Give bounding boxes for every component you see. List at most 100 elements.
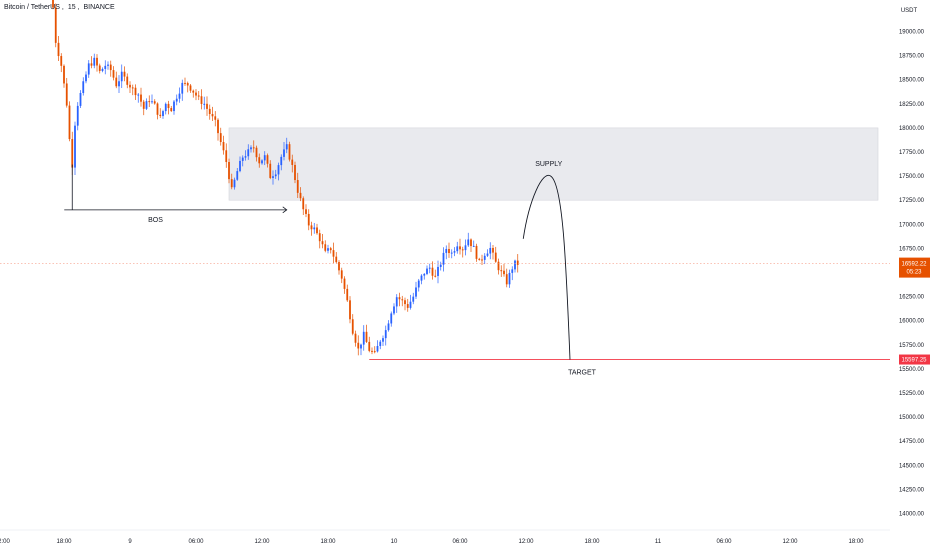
candle-body	[164, 103, 167, 112]
candle-body	[82, 81, 85, 94]
candle-body	[52, 0, 54, 8]
candle-body	[63, 65, 65, 84]
candle-body	[318, 233, 321, 242]
x-tick-label: 06:00	[716, 539, 732, 545]
candle-body	[387, 323, 390, 331]
candle-body	[118, 81, 120, 87]
candle-body	[206, 103, 208, 109]
y-tick-label: 17000.00	[899, 222, 925, 228]
candle-body	[79, 93, 82, 106]
candle-body	[112, 70, 115, 78]
candle-body	[159, 114, 162, 117]
candle-body	[365, 331, 368, 342]
candle-body	[263, 155, 266, 161]
candle-body	[335, 256, 338, 263]
supply-zone[interactable]	[228, 127, 879, 201]
candle-body	[420, 275, 423, 281]
y-tick-label: 19000.00	[899, 30, 925, 36]
symbol-title[interactable]: Bitcoin / TetherUS, 15, BINANCE	[4, 4, 115, 11]
candle-body	[448, 248, 450, 254]
candle-body	[261, 160, 263, 164]
candle-body	[500, 270, 503, 272]
candle-body	[181, 82, 184, 94]
candle-body	[296, 180, 299, 193]
candle-body	[461, 249, 464, 251]
candle-body	[431, 267, 434, 276]
candle-body	[472, 245, 475, 247]
candle-body	[285, 144, 288, 150]
candle-body	[156, 103, 159, 115]
y-tick-label: 17250.00	[899, 198, 925, 204]
candle-body	[489, 247, 492, 254]
y-tick-label: 15250.00	[899, 391, 925, 397]
candle-body	[288, 144, 291, 160]
currency-label: USDT	[901, 8, 918, 14]
candle-body	[189, 85, 192, 91]
candle-body	[324, 244, 327, 251]
candle-body	[283, 149, 285, 157]
x-tick-label: 12:00	[518, 539, 534, 545]
candle-body	[371, 350, 373, 352]
candle-body	[93, 57, 96, 66]
candle-body	[343, 278, 346, 289]
candle-body	[228, 162, 230, 180]
candle-body	[349, 300, 351, 320]
candle-body	[329, 248, 332, 251]
candle-body	[475, 245, 478, 259]
candle-body	[203, 103, 206, 105]
candle-body	[464, 245, 467, 251]
target-label: TARGET	[568, 370, 597, 377]
candle-body	[76, 105, 79, 126]
candle-body	[503, 270, 505, 275]
candle-body	[269, 163, 272, 178]
symbol-interval: 15	[67, 4, 76, 11]
candle-body	[459, 246, 461, 250]
candle-body	[131, 87, 134, 89]
candle-body	[57, 42, 60, 57]
candle-body	[208, 108, 211, 115]
candle-body	[71, 139, 74, 168]
candle-body	[74, 125, 76, 168]
candle-body	[442, 252, 445, 265]
candle-body	[200, 96, 203, 104]
bos-arrow-icon	[282, 206, 288, 214]
candle-body	[148, 101, 151, 103]
candle-body	[302, 198, 305, 210]
candle-body	[299, 192, 302, 199]
candle-body	[428, 267, 431, 269]
candle-body	[211, 114, 214, 117]
candle-body	[266, 155, 269, 164]
candle-body	[483, 255, 486, 260]
candle-body	[305, 209, 307, 214]
candle-body	[195, 92, 197, 96]
candle-body	[184, 82, 186, 84]
candle-body	[142, 101, 145, 109]
candle-body	[272, 176, 274, 178]
candle-body	[453, 251, 456, 253]
candle-body	[60, 56, 63, 66]
projection-curve[interactable]	[522, 174, 571, 360]
candle-body	[351, 319, 354, 334]
candle-body	[486, 253, 489, 256]
candle-body	[450, 252, 453, 254]
candle-body	[470, 239, 472, 247]
candle-body	[258, 157, 261, 164]
candle-body	[390, 313, 393, 324]
y-tick-label: 18250.00	[899, 102, 925, 108]
candle-body	[151, 101, 153, 103]
candle-body	[406, 304, 409, 308]
y-tick-label: 18000.00	[899, 126, 925, 132]
candle-body	[412, 296, 415, 302]
candle-body	[98, 65, 101, 71]
candle-body	[404, 300, 406, 305]
candle-body	[360, 344, 362, 349]
candle-body	[439, 264, 442, 267]
candle-body	[362, 331, 365, 345]
candle-body	[401, 299, 404, 301]
candle-body	[423, 273, 426, 276]
candle-body	[514, 260, 516, 270]
y-tick-label: 18500.00	[899, 78, 925, 84]
candle-body	[492, 247, 494, 253]
